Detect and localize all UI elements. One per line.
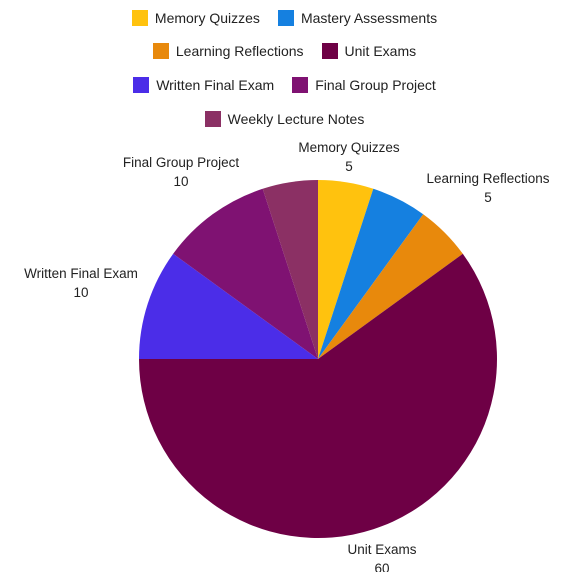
- legend-swatch: [152, 43, 169, 59]
- legend-swatch: [131, 10, 148, 26]
- legend-swatch: [292, 77, 309, 93]
- pie-slice-written-final-exam[interactable]: [139, 253, 318, 359]
- data-label-learning-reflections: Learning Reflections 5: [426, 171, 549, 205]
- data-label-value: 5: [345, 159, 353, 174]
- data-label-value: 10: [73, 285, 88, 300]
- data-label-written-final-exam: Written Final Exam 10: [24, 266, 138, 300]
- data-label-unit-exams: Unit Exams 60: [347, 542, 416, 572]
- data-label-value: 5: [484, 190, 492, 205]
- legend-item-mastery-assessments[interactable]: Mastery Assessments: [277, 10, 438, 26]
- pie-slice-learning-reflections[interactable]: [318, 214, 463, 359]
- legend-label: Learning Reflections: [175, 43, 304, 59]
- legend-row: Learning Reflections Unit Exams: [0, 43, 569, 59]
- pie-slice-unit-exams[interactable]: [139, 253, 497, 539]
- legend-row: Weekly Lecture Notes: [0, 111, 569, 127]
- legend-item-learning-reflections[interactable]: Learning Reflections: [152, 43, 304, 59]
- data-label-name: Unit Exams: [347, 542, 416, 557]
- data-label-name: Learning Reflections: [426, 171, 549, 186]
- legend-label: Weekly Lecture Notes: [227, 111, 365, 127]
- data-label-value: 60: [374, 561, 389, 572]
- legend-label: Mastery Assessments: [300, 10, 438, 26]
- pie-slice-weekly-lecture-notes[interactable]: [262, 180, 318, 359]
- data-label-value: 10: [173, 174, 188, 189]
- legend-label: Written Final Exam: [156, 77, 275, 93]
- legend-swatch: [133, 77, 150, 93]
- legend-item-written-final-exam[interactable]: Written Final Exam: [133, 77, 274, 93]
- legend-row: Written Final Exam Final Group Project: [0, 77, 569, 93]
- legend-item-unit-exams[interactable]: Unit Exams: [321, 43, 417, 59]
- data-label-memory-quizzes: Memory Quizzes 5: [298, 140, 400, 174]
- data-label-final-group-project: Final Group Project 10: [123, 155, 240, 189]
- pie-slice-final-group-project[interactable]: [173, 188, 318, 359]
- legend-swatch: [277, 10, 294, 26]
- data-label-name: Written Final Exam: [24, 266, 138, 281]
- legend-item-weekly-lecture-notes[interactable]: Weekly Lecture Notes: [204, 111, 365, 127]
- legend-swatch: [204, 111, 221, 127]
- legend-row: Memory Quizzes Mastery Assessments: [0, 10, 569, 26]
- pie-slice-memory-quizzes[interactable]: [318, 180, 374, 359]
- pie-slice-mastery-assessments[interactable]: [318, 188, 424, 359]
- legend-item-memory-quizzes[interactable]: Memory Quizzes: [131, 10, 260, 26]
- legend-label: Memory Quizzes: [154, 10, 260, 26]
- legend-label: Unit Exams: [344, 43, 417, 59]
- data-label-name: Final Group Project: [123, 155, 240, 170]
- legend-item-final-group-project[interactable]: Final Group Project: [292, 77, 436, 93]
- legend-swatch: [321, 43, 338, 59]
- legend-label: Final Group Project: [315, 77, 436, 93]
- data-label-name: Memory Quizzes: [298, 140, 400, 155]
